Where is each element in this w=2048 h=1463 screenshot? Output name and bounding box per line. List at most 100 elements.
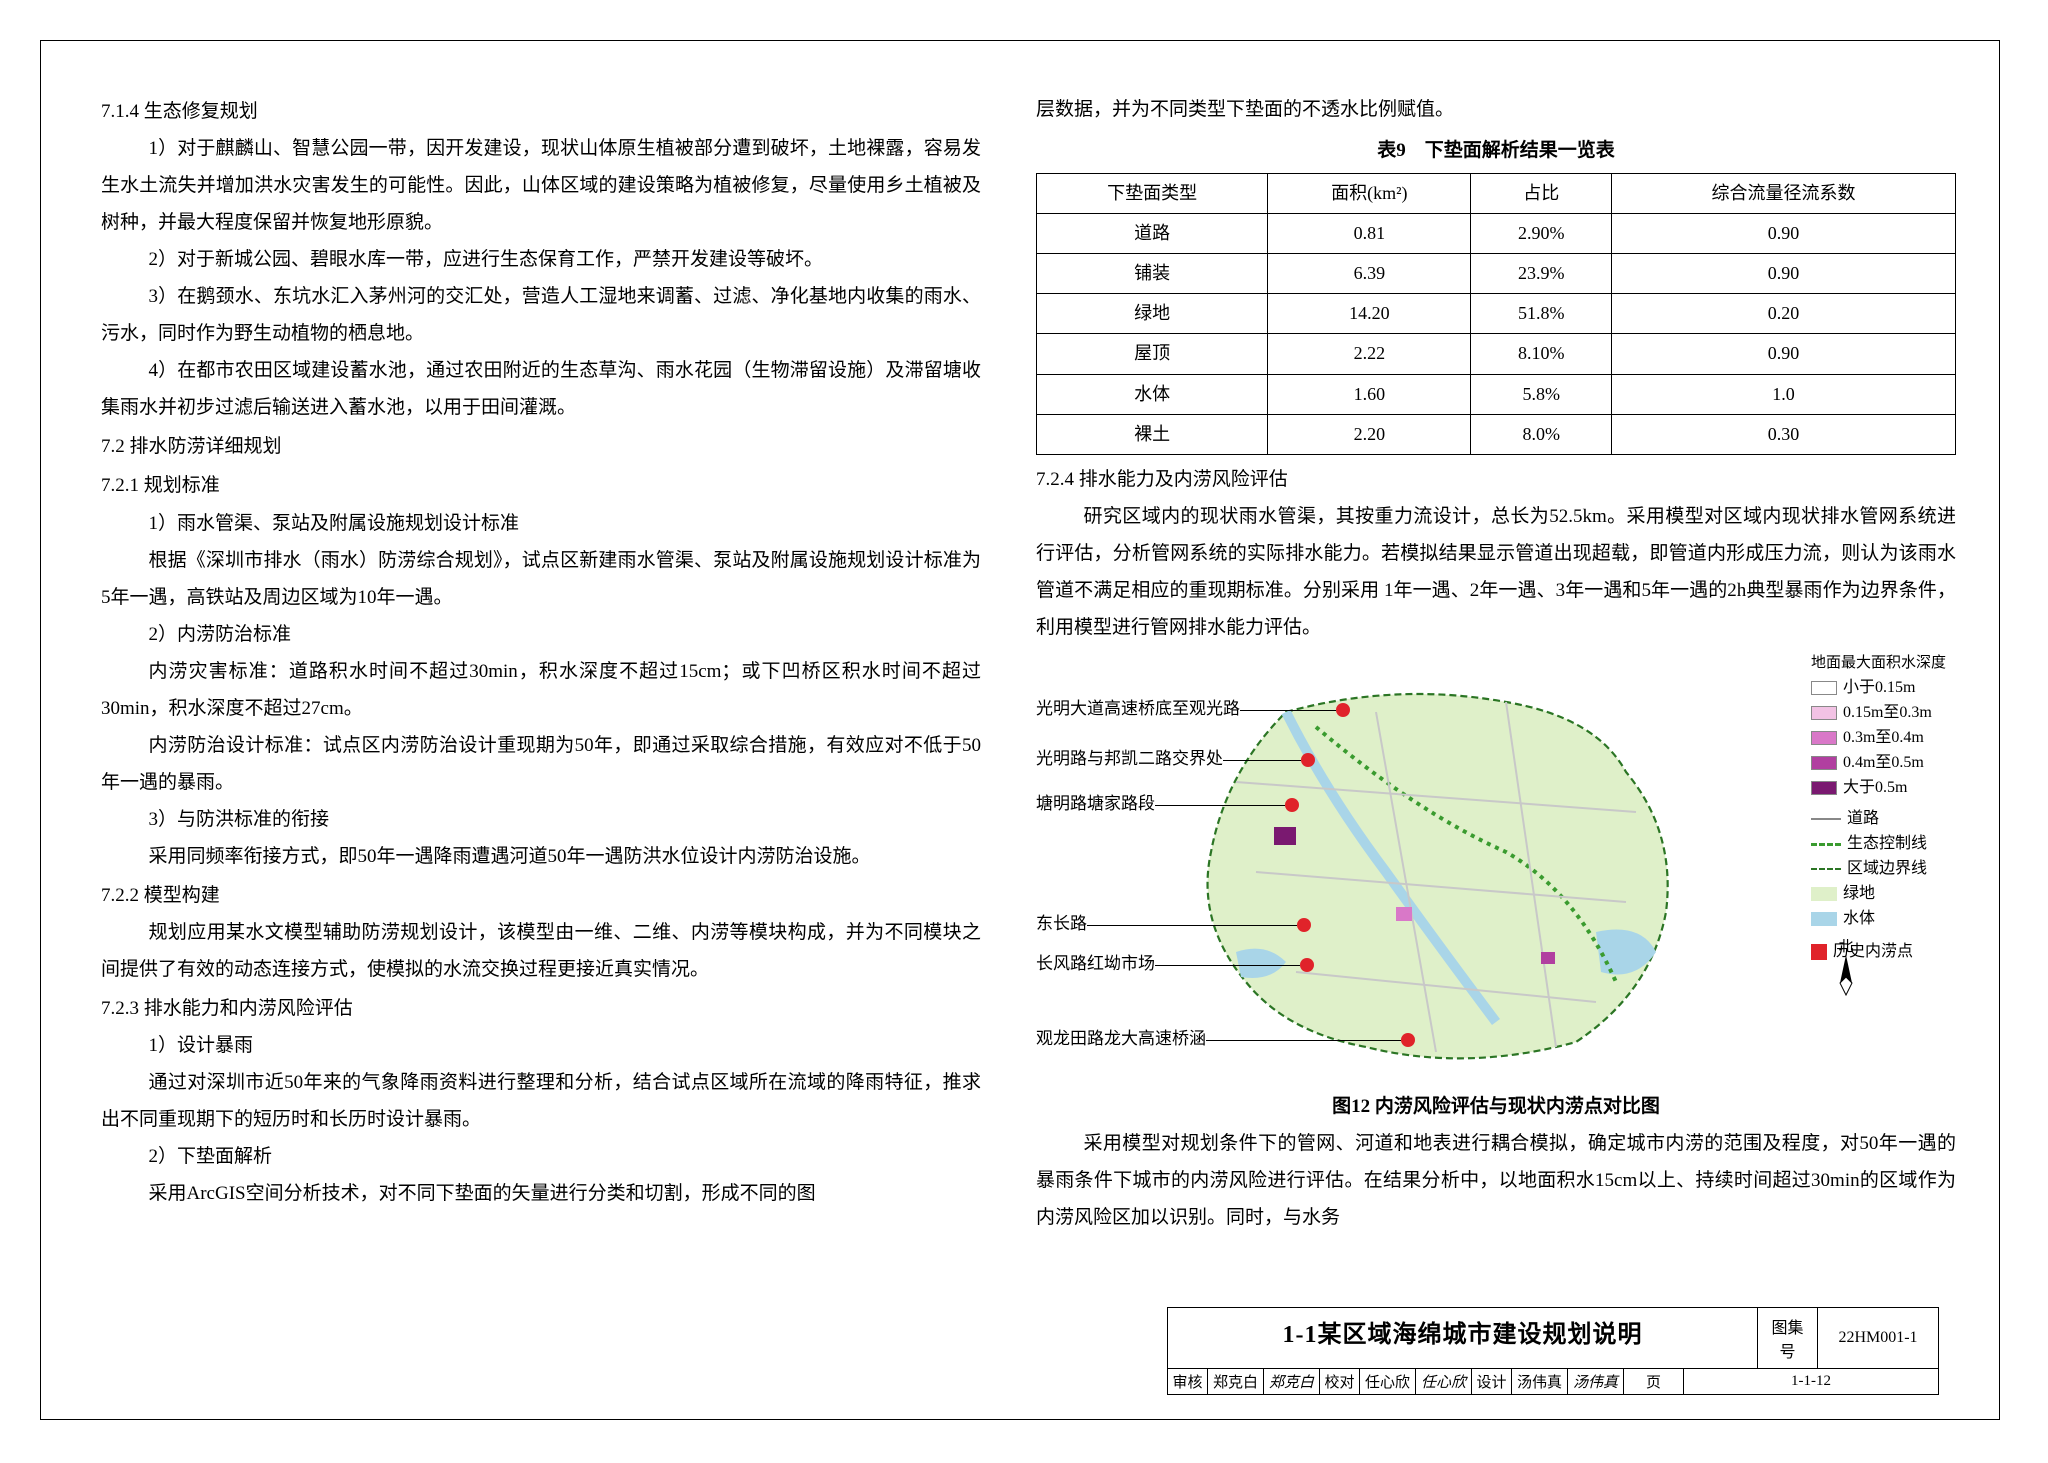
table-cell: 水体	[1037, 374, 1268, 414]
legend-item: 道路	[1811, 807, 1946, 831]
tb-jiaodui-lbl: 校对	[1320, 1369, 1360, 1394]
legend-label: 水体	[1843, 907, 1875, 931]
figure12-legend: 地面最大面积水深度 小于0.15m0.15m至0.3m0.3m至0.4m0.4m…	[1811, 652, 1946, 966]
legend-label: 生态控制线	[1847, 832, 1927, 856]
swatch-icon	[1811, 887, 1837, 901]
tb-jiaodui-sig: 任心欣	[1416, 1369, 1472, 1394]
tb-shenhe-lbl: 审核	[1168, 1369, 1208, 1394]
swatch-icon	[1811, 756, 1837, 770]
table-cell: 裸土	[1037, 414, 1268, 454]
figure12: 光明大道高速桥底至观光路 光明路与邦凯二路交界处 塘明路塘家路段 东长路 长风路…	[1036, 652, 1956, 1082]
table-cell: 51.8%	[1471, 294, 1612, 334]
callout-label: 观龙田路龙大高速桥涵	[1036, 1029, 1206, 1048]
legend-line-items: 道路生态控制线区域边界线	[1811, 807, 1946, 881]
table9: 下垫面类型面积(km²)占比综合流量径流系数 道路0.812.90%0.90铺装…	[1036, 173, 1956, 455]
table-cell: 0.30	[1612, 414, 1956, 454]
title-block: 1-1某区域海绵城市建设规划说明 图集号 22HM001-1 审核 郑克白 郑克…	[1167, 1307, 1939, 1395]
legend-label: 区域边界线	[1847, 857, 1927, 881]
legend-fill-items: 绿地水体	[1811, 882, 1946, 931]
figure12-title: 图12 内涝风险评估与现状内涝点对比图	[1036, 1088, 1956, 1125]
table9-header-row: 下垫面类型面积(km²)占比综合流量径流系数	[1037, 174, 1956, 214]
swatch-icon	[1811, 912, 1837, 926]
callout-label: 光明大道高速桥底至观光路	[1036, 699, 1240, 718]
risk-dot-icon	[1301, 753, 1315, 767]
table9-col-header: 下垫面类型	[1037, 174, 1268, 214]
tb-sheji-lbl: 设计	[1472, 1369, 1512, 1394]
para-7-2-3-2h: 2）下垫面解析	[101, 1138, 981, 1175]
legend-item: 绿地	[1811, 882, 1946, 906]
para-7-2-1-3: 采用同频率衔接方式，即50年一遇降雨遭遇河道50年一遇防洪水位设计内涝防治设施。	[101, 838, 981, 875]
table-cell: 2.90%	[1471, 214, 1612, 254]
risk-dot-icon	[1297, 918, 1311, 932]
table-row: 水体1.605.8%1.0	[1037, 374, 1956, 414]
para-7-2-1-1: 根据《深圳市排水（雨水）防涝综合规划》，试点区新建雨水管渠、泵站及附属设施规划设…	[101, 542, 981, 616]
table-cell: 绿地	[1037, 294, 1268, 334]
risk-patch-3	[1541, 952, 1555, 964]
legend-label: 0.4m至0.5m	[1843, 751, 1924, 775]
legend-item: 0.4m至0.5m	[1811, 751, 1946, 775]
legend-label: 大于0.5m	[1843, 776, 1907, 800]
para-7-2-4-1: 研究区域内的现状雨水管渠，其按重力流设计，总长为52.5km。采用模型对区域内现…	[1036, 498, 1956, 646]
legend-item: 区域边界线	[1811, 857, 1946, 881]
table-cell: 2.22	[1268, 334, 1471, 374]
legend-label: 0.3m至0.4m	[1843, 726, 1924, 750]
tb-ye-val: 1-1-12	[1684, 1369, 1938, 1394]
legend-label: 小于0.15m	[1843, 676, 1915, 700]
risk-patch-2	[1396, 907, 1412, 921]
table-cell: 1.0	[1612, 374, 1956, 414]
callout-3: 塘明路塘家路段	[1036, 787, 1299, 820]
swatch-icon	[1811, 731, 1837, 745]
table-cell: 8.10%	[1471, 334, 1612, 374]
tb-jiaodui-name: 任心欣	[1360, 1369, 1416, 1394]
swatch-icon	[1811, 781, 1837, 795]
table9-col-header: 占比	[1471, 174, 1612, 214]
para-7-2-1-2b: 内涝防治设计标准：试点区内涝防治设计重现期为50年，即通过采取综合措施，有效应对…	[101, 727, 981, 801]
table-cell: 14.20	[1268, 294, 1471, 334]
left-column: 7.1.4 生态修复规划 1）对于麒麟山、智慧公园一带，因开发建设，现状山体原生…	[101, 91, 981, 1281]
legend-label: 0.15m至0.3m	[1843, 701, 1932, 725]
table-row: 绿地14.2051.8%0.20	[1037, 294, 1956, 334]
table9-title: 表9 下垫面解析结果一览表	[1036, 132, 1956, 169]
titleblock-main: 1-1某区域海绵城市建设规划说明	[1168, 1308, 1758, 1368]
heading-7-2-3: 7.2.3 排水能力和内涝风险评估	[101, 990, 981, 1027]
para-7-2-1-2a: 内涝灾害标准：道路积水时间不超过30min，积水深度不超过15cm；或下凹桥区积…	[101, 653, 981, 727]
callout-6: 观龙田路龙大高速桥涵	[1036, 1022, 1415, 1055]
table-cell: 0.90	[1612, 254, 1956, 294]
table-cell: 屋顶	[1037, 334, 1268, 374]
table-row: 裸土2.208.0%0.30	[1037, 414, 1956, 454]
risk-dot-icon	[1401, 1033, 1415, 1047]
table9-col-header: 综合流量径流系数	[1612, 174, 1956, 214]
table-cell: 铺装	[1037, 254, 1268, 294]
legend-depth-items: 小于0.15m0.15m至0.3m0.3m至0.4m0.4m至0.5m大于0.5…	[1811, 676, 1946, 800]
legend-item: 大于0.5m	[1811, 776, 1946, 800]
tb-sheji-name: 汤伟真	[1512, 1369, 1568, 1394]
table-cell: 0.81	[1268, 214, 1471, 254]
tb-ye-lbl: 页	[1624, 1369, 1684, 1394]
para-7-2-3-1h: 1）设计暴雨	[101, 1027, 981, 1064]
table-cell: 5.8%	[1471, 374, 1612, 414]
para-after-fig: 采用模型对规划条件下的管网、河道和地表进行耦合模拟，确定城市内涝的范围及程度，对…	[1036, 1125, 1956, 1236]
table-cell: 0.20	[1612, 294, 1956, 334]
callout-2: 光明路与邦凯二路交界处	[1036, 742, 1315, 775]
callout-label: 光明路与邦凯二路交界处	[1036, 749, 1223, 768]
table-row: 道路0.812.90%0.90	[1037, 214, 1956, 254]
heading-7-2-4: 7.2.4 排水能力及内涝风险评估	[1036, 461, 1956, 498]
heading-7-1-4: 7.1.4 生态修复规划	[101, 93, 981, 130]
table-cell: 道路	[1037, 214, 1268, 254]
heading-7-2-1: 7.2.1 规划标准	[101, 467, 981, 504]
swatch-icon	[1811, 681, 1837, 695]
table-cell: 23.9%	[1471, 254, 1612, 294]
table9-body: 道路0.812.90%0.90铺装6.3923.9%0.90绿地14.2051.…	[1037, 214, 1956, 455]
legend-item: 小于0.15m	[1811, 676, 1946, 700]
line-swatch-icon	[1811, 818, 1841, 820]
table-cell: 2.20	[1268, 414, 1471, 454]
legend-label: 道路	[1847, 807, 1879, 831]
heading-7-2-2: 7.2.2 模型构建	[101, 877, 981, 914]
callout-1: 光明大道高速桥底至观光路	[1036, 692, 1350, 725]
callout-4: 东长路	[1036, 907, 1311, 940]
para-7-2-3-1: 通过对深圳市近50年来的气象降雨资料进行整理和分析，结合试点区域所在流域的降雨特…	[101, 1064, 981, 1138]
tb-shenhe-sig: 郑克白	[1264, 1369, 1320, 1394]
top-continuation: 层数据，并为不同类型下垫面的不透水比例赋值。	[1036, 91, 1956, 128]
tb-shenhe-name: 郑克白	[1208, 1369, 1264, 1394]
callout-label: 塘明路塘家路段	[1036, 794, 1155, 813]
